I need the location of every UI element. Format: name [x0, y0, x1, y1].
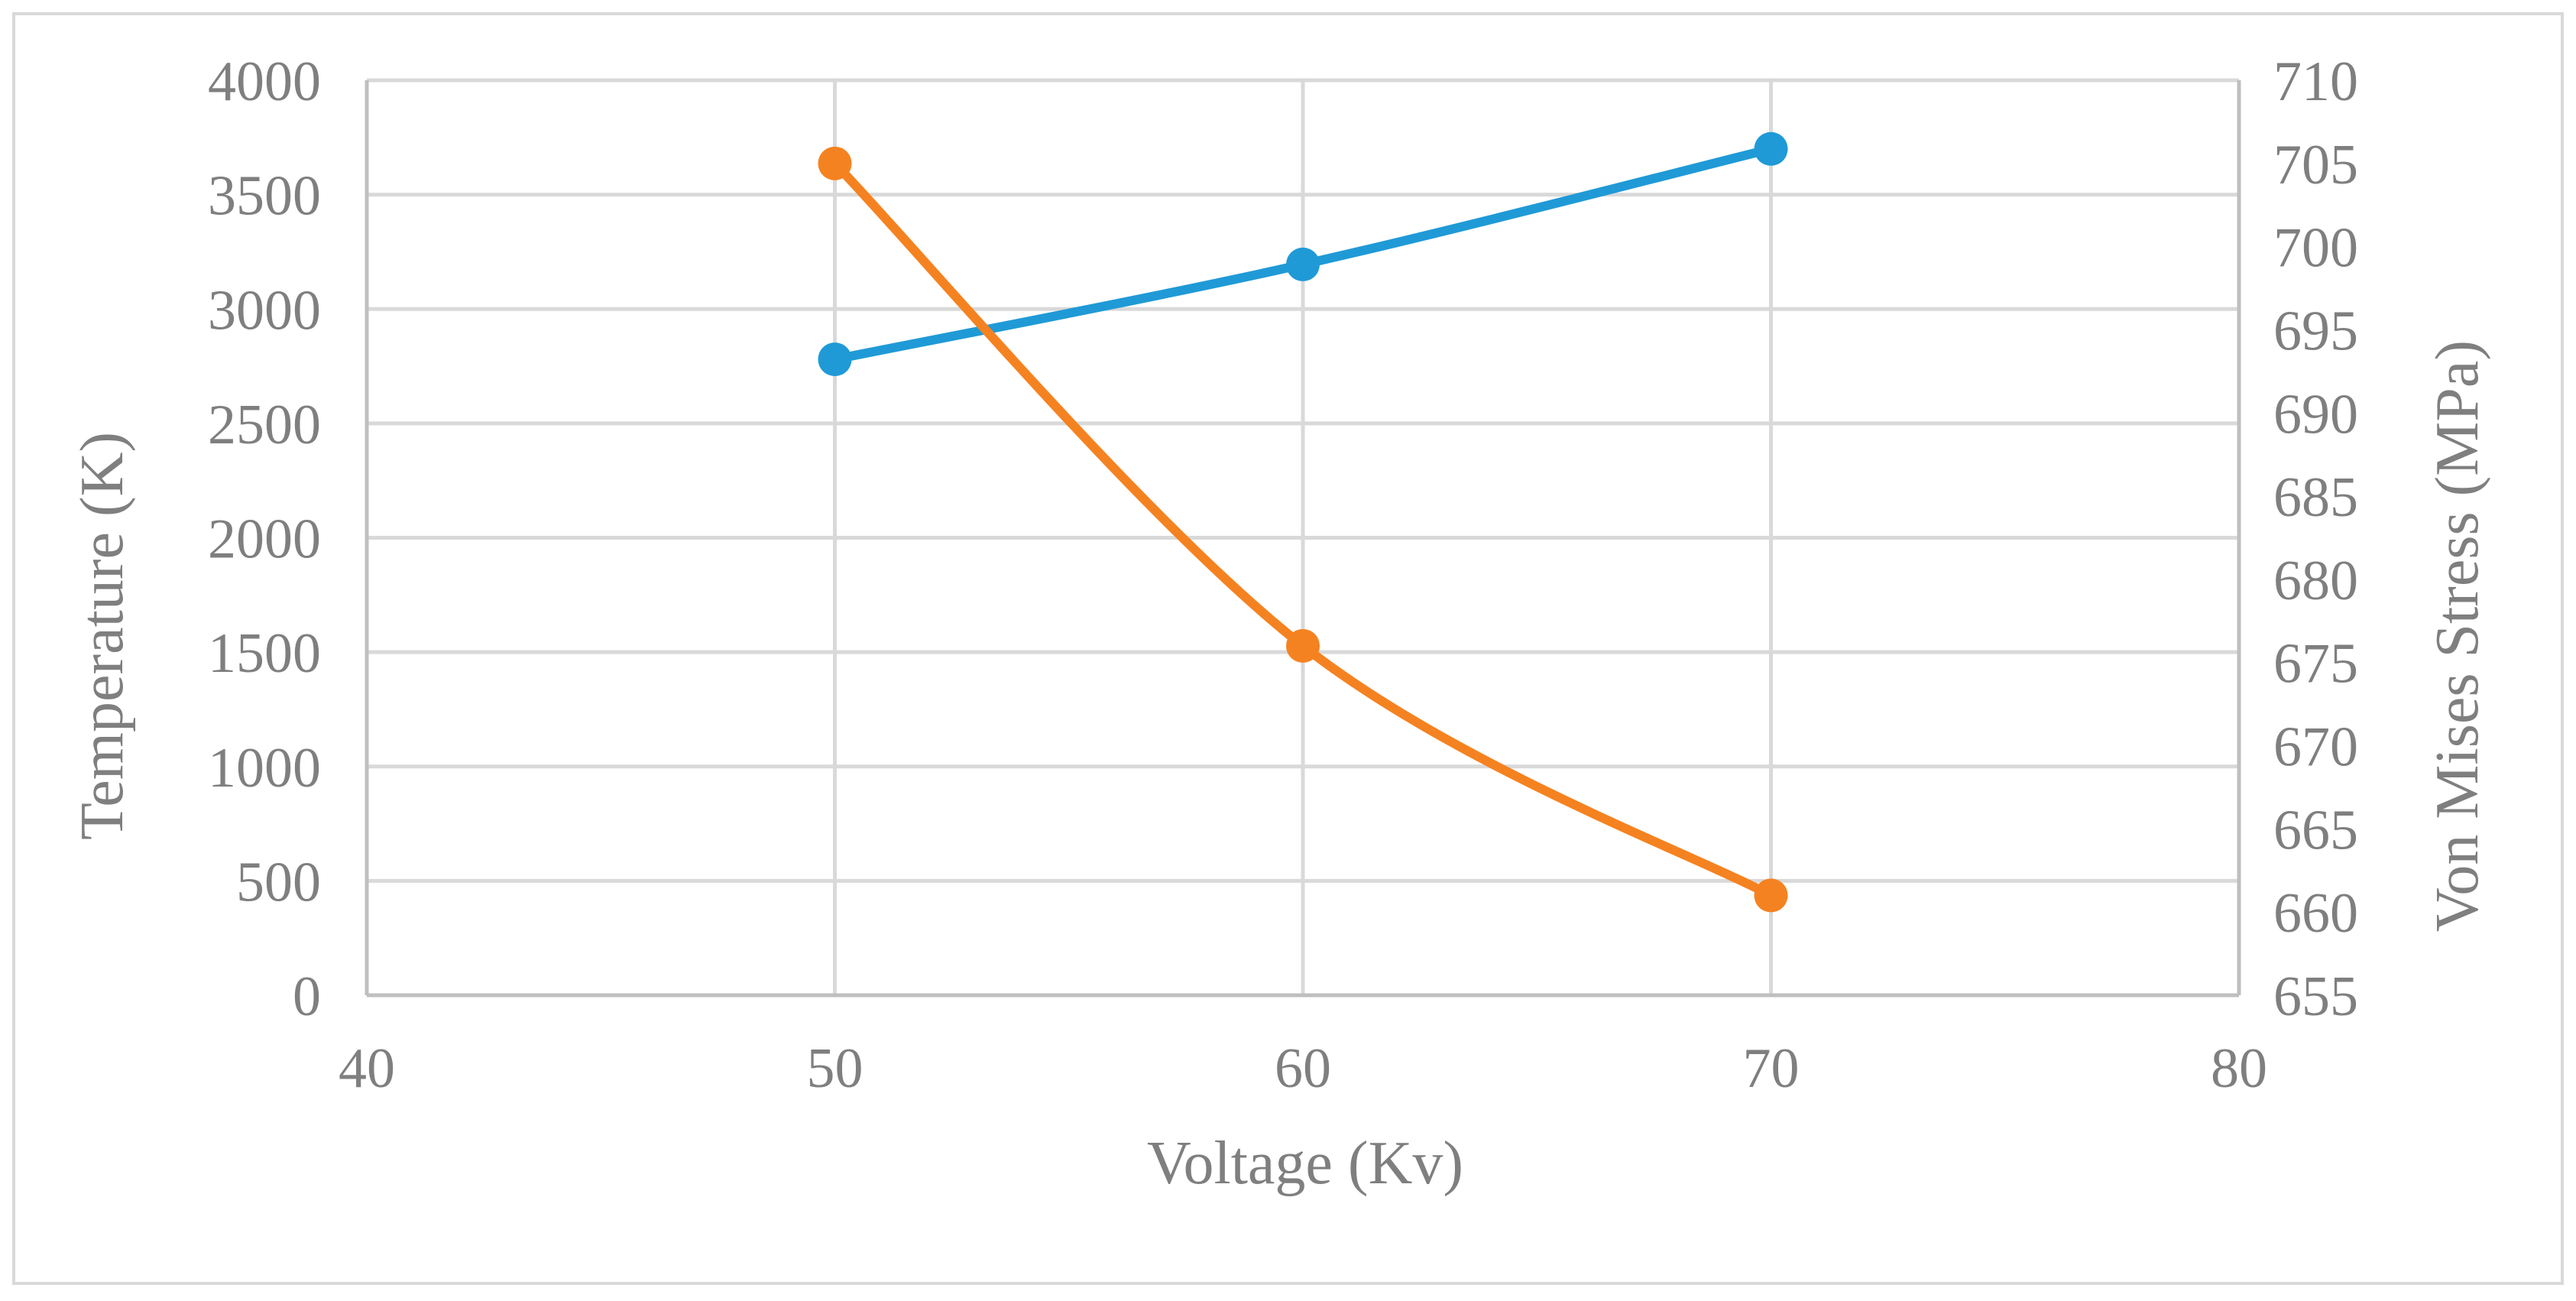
- x-tick-label: 60: [1275, 1037, 1331, 1100]
- y2-tick-label: 670: [2273, 716, 2358, 779]
- grid-lines: [367, 78, 2239, 995]
- y-tick-label: 3000: [208, 279, 321, 342]
- data-point-temperature: [818, 342, 852, 377]
- x-tick-label: 40: [339, 1037, 395, 1100]
- y2-tick-label: 675: [2273, 633, 2358, 696]
- y2-tick-label: 655: [2273, 965, 2358, 1028]
- y-tick-label: 3500: [208, 165, 321, 228]
- axes: [365, 80, 2241, 998]
- data-series: [818, 131, 1788, 913]
- y2-tick-label: 710: [2273, 50, 2358, 113]
- y2-tick-label: 705: [2273, 134, 2358, 196]
- x-axis-title: Voltage (Kv): [1147, 1130, 1463, 1197]
- data-point-von-mises-stress: [818, 146, 852, 180]
- data-point-temperature: [1754, 131, 1788, 166]
- x-tick-label: 50: [807, 1037, 864, 1100]
- y2-tick-label: 680: [2273, 550, 2358, 612]
- y2-tick-label: 660: [2273, 882, 2358, 945]
- y-tick-label: 500: [236, 851, 321, 913]
- y-tick-label: 1000: [208, 737, 321, 800]
- tick-labels: 0 500 1000 1500 2000 2500 3000 3500 4000 40 50 60 70…: [208, 50, 2358, 1100]
- x-tick-label: 80: [2211, 1037, 2267, 1100]
- data-point-temperature: [1286, 247, 1320, 281]
- y-axis-title: Temperature (K): [69, 432, 136, 840]
- y2-tick-label: 685: [2273, 466, 2358, 529]
- data-point-von-mises-stress: [1286, 628, 1320, 663]
- y-tick-label: 0: [293, 965, 321, 1028]
- y-tick-label: 1500: [208, 622, 321, 685]
- y-tick-label: 2000: [208, 508, 321, 571]
- y2-tick-label: 700: [2273, 217, 2358, 280]
- y-tick-label: 4000: [208, 50, 321, 113]
- y2-tick-label: 695: [2273, 300, 2358, 362]
- y2-tick-label: 665: [2273, 799, 2358, 861]
- y-tick-label: 2500: [208, 394, 321, 456]
- x-tick-label: 70: [1743, 1037, 1800, 1100]
- data-point-von-mises-stress: [1754, 878, 1788, 913]
- y2-axis-title: Von Mises Stress (MPa): [2424, 340, 2491, 932]
- y2-tick-label: 690: [2273, 383, 2358, 446]
